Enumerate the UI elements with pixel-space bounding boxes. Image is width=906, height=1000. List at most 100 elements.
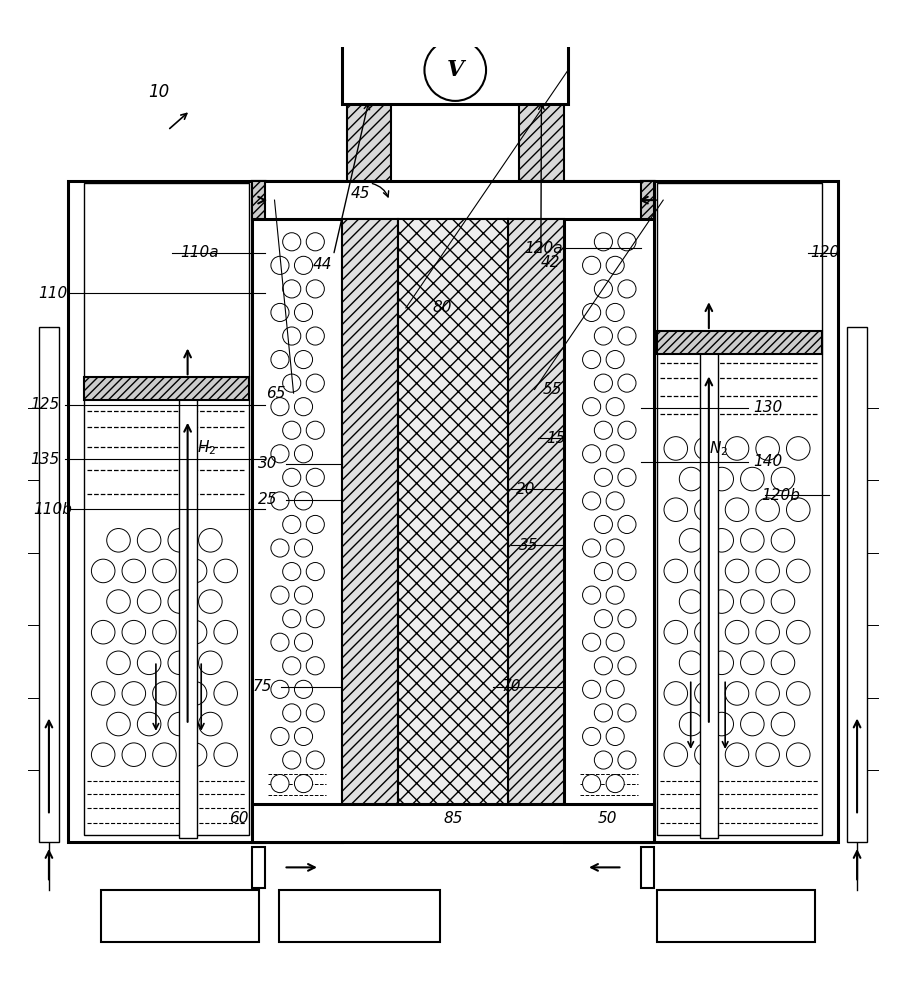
Circle shape [283,374,301,392]
Circle shape [583,775,601,793]
Circle shape [680,529,703,552]
Circle shape [122,743,146,766]
Circle shape [198,712,222,736]
Circle shape [271,727,289,746]
Circle shape [294,303,313,322]
Circle shape [594,657,612,675]
Circle shape [740,529,764,552]
Circle shape [695,620,718,644]
Circle shape [710,467,734,491]
Circle shape [152,743,176,766]
Circle shape [183,743,207,766]
Circle shape [306,233,324,251]
Circle shape [294,256,313,274]
Circle shape [294,492,313,510]
Circle shape [198,651,222,675]
Circle shape [618,374,636,392]
Circle shape [664,743,688,766]
Bar [641,181,654,219]
Text: 65: 65 [265,386,285,401]
Circle shape [695,559,718,583]
Circle shape [695,498,718,521]
Circle shape [771,529,795,552]
Bar [252,181,265,219]
Text: 75: 75 [253,679,273,694]
Circle shape [283,657,301,675]
Circle shape [710,529,734,552]
Circle shape [138,529,161,552]
Circle shape [680,590,703,613]
Circle shape [294,727,313,746]
Circle shape [618,327,636,345]
Circle shape [283,327,301,345]
Circle shape [92,682,115,705]
Circle shape [271,351,289,369]
Circle shape [680,467,703,491]
Circle shape [294,539,313,557]
Circle shape [271,586,289,604]
Circle shape [756,620,779,644]
Circle shape [594,468,612,486]
Circle shape [168,712,191,736]
Circle shape [138,590,161,613]
Bar [39,327,59,842]
Circle shape [606,586,624,604]
Circle shape [786,620,810,644]
Circle shape [680,651,703,675]
Bar [564,181,654,842]
Text: 130: 130 [754,400,783,415]
Circle shape [725,559,748,583]
Text: 30: 30 [258,456,278,471]
Text: 120a: 120a [525,241,563,256]
Circle shape [725,743,748,766]
Text: 25: 25 [258,492,278,507]
Circle shape [306,468,324,486]
Circle shape [606,351,624,369]
Bar [178,388,197,838]
Bar [252,847,265,888]
Circle shape [283,515,301,534]
Circle shape [271,445,289,463]
Circle shape [606,633,624,651]
Circle shape [198,590,222,613]
Circle shape [786,437,810,460]
Circle shape [283,233,301,251]
Circle shape [122,682,146,705]
Circle shape [138,651,161,675]
Circle shape [168,651,191,675]
Text: 44: 44 [313,257,333,272]
Circle shape [92,559,115,583]
Circle shape [306,704,324,722]
Text: 110a: 110a [180,245,218,260]
Circle shape [606,727,624,746]
Circle shape [92,743,115,766]
Circle shape [138,712,161,736]
Circle shape [283,704,301,722]
Circle shape [606,398,624,416]
Text: 135: 135 [31,452,60,467]
Circle shape [306,563,324,581]
Text: V: V [447,59,464,81]
Text: 60: 60 [229,811,249,826]
Circle shape [294,398,313,416]
Text: 55: 55 [543,382,563,397]
Circle shape [306,751,324,769]
Circle shape [594,374,612,392]
Circle shape [583,256,601,274]
Text: $N_2$: $N_2$ [708,439,728,458]
Circle shape [606,256,624,274]
Bar [342,36,568,104]
Circle shape [618,515,636,534]
Circle shape [583,492,601,510]
Circle shape [618,233,636,251]
Text: 125: 125 [31,397,60,412]
Circle shape [594,563,612,581]
Bar [279,890,440,942]
Circle shape [725,437,748,460]
Bar [84,377,249,400]
Circle shape [756,498,779,521]
Text: 15: 15 [546,431,566,446]
Circle shape [271,633,289,651]
Circle shape [271,303,289,322]
Bar [657,331,822,354]
